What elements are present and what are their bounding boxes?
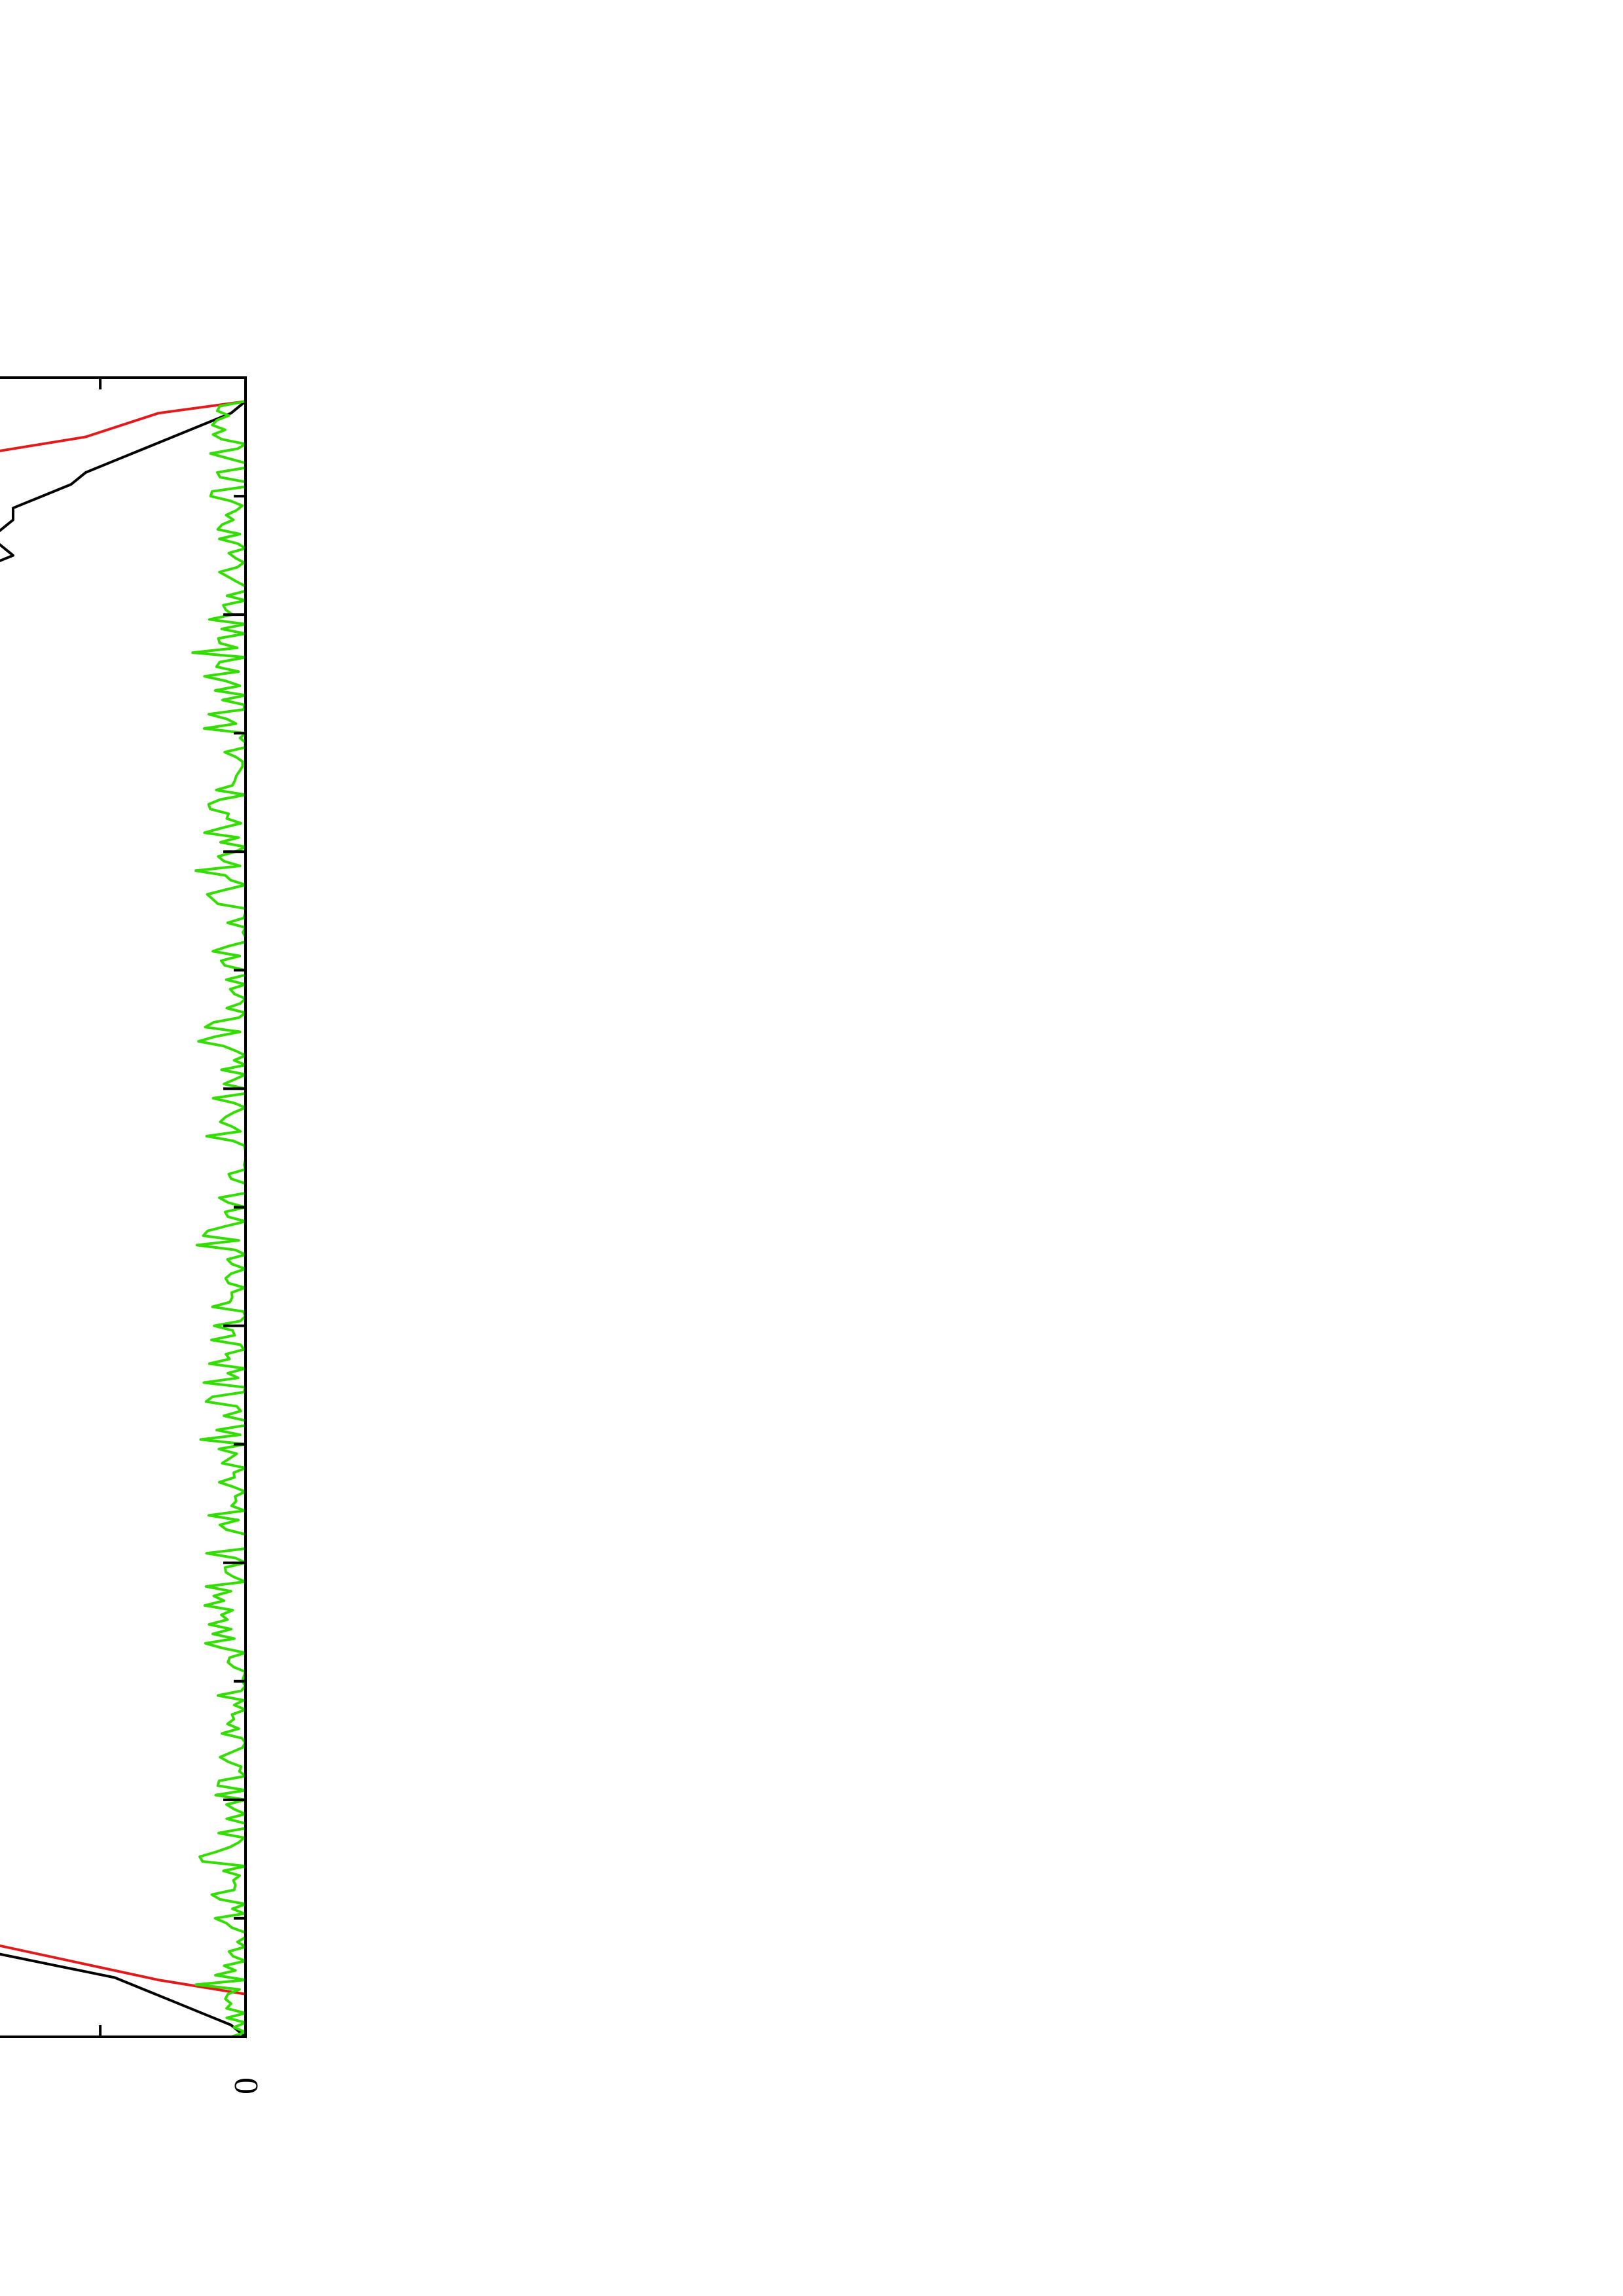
tick-labels: 0100200300400500600700020406080 [228, 2077, 265, 2094]
series-line-3 [191, 400, 247, 2038]
series-line-2 [0, 400, 247, 2037]
plot-area [0, 376, 247, 2038]
y-tick-label: 0 [228, 2077, 265, 2094]
plot-frame [0, 376, 247, 2038]
ticks-layer [99, 376, 247, 2038]
series-line-1 [0, 400, 247, 2038]
series-layer [0, 400, 247, 2038]
